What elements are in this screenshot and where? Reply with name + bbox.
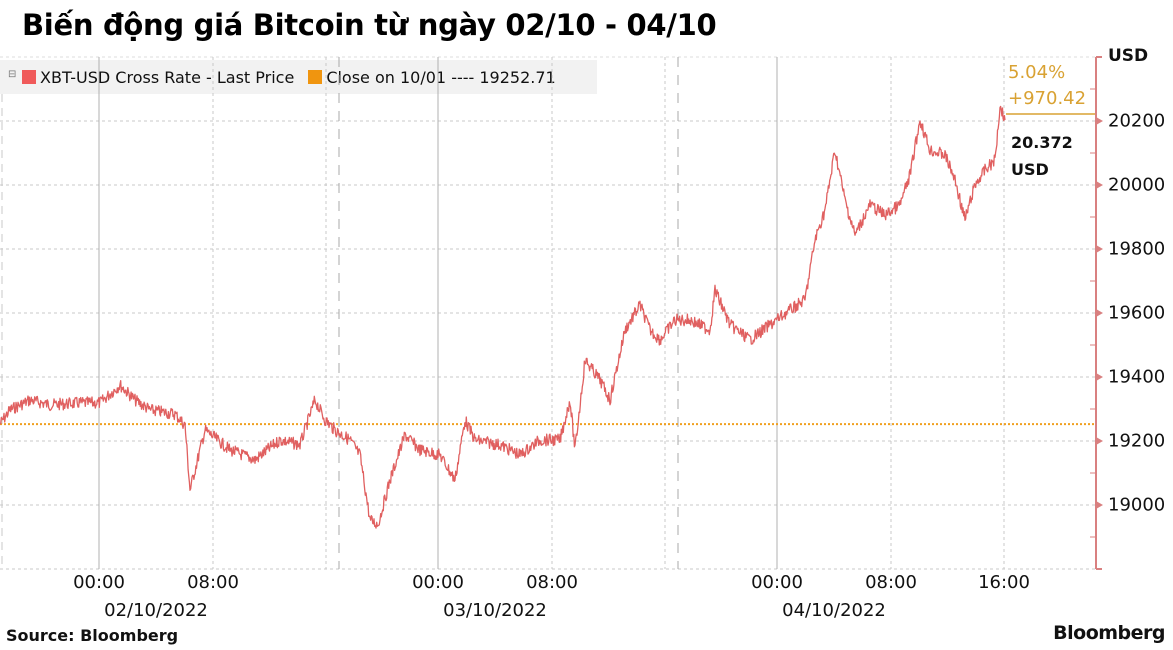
legend-item-reference[interactable]: Close on 10/01 ---- 19252.71 [308,67,556,87]
change-percent: 5.04% [1008,62,1066,83]
x-date-label: 04/10/2022 [782,600,886,621]
reference-swatch-icon [308,70,323,84]
x-time-label: 08:00 [865,572,917,593]
y-tick-label: 19400 [1108,366,1166,388]
y-tick-label: 20000 [1108,174,1166,196]
x-time-label: 16:00 [978,572,1030,593]
x-time-label: 08:00 [187,572,239,593]
x-time-label: 00:00 [751,572,803,593]
legend-series-label: XBT-USD Cross Rate - Last Price [40,67,295,87]
y-axis-unit: USD [1108,46,1149,66]
y-tick-label: 19000 [1108,494,1166,516]
y-tick-label: 19200 [1108,430,1166,452]
change-absolute: +970.42 [1008,88,1087,109]
legend-reference-label: Close on 10/01 ---- 19252.71 [326,67,556,87]
x-time-label: 00:00 [412,572,464,593]
y-tick-label: 19600 [1108,302,1166,324]
last-value: 20.372 [1011,133,1073,152]
series-swatch-icon [22,70,36,84]
x-date-label: 03/10/2022 [443,600,547,621]
x-time-label: 08:00 [526,572,578,593]
x-time-label: 00:00 [73,572,125,593]
y-tick-label: 20200 [1108,110,1166,132]
collapse-toggle-icon[interactable]: ⊟ [8,69,17,80]
source-note: Source: Bloomberg [6,626,179,645]
bloomberg-logo: Bloomberg [1053,622,1165,644]
y-tick-label: 19800 [1108,238,1166,260]
last-unit: USD [1011,160,1049,179]
legend-item-series[interactable]: XBT-USD Cross Rate - Last Price [22,68,294,87]
chart-title: Biến động giá Bitcoin từ ngày 02/10 - 04… [22,8,717,42]
x-date-label: 02/10/2022 [104,600,208,621]
